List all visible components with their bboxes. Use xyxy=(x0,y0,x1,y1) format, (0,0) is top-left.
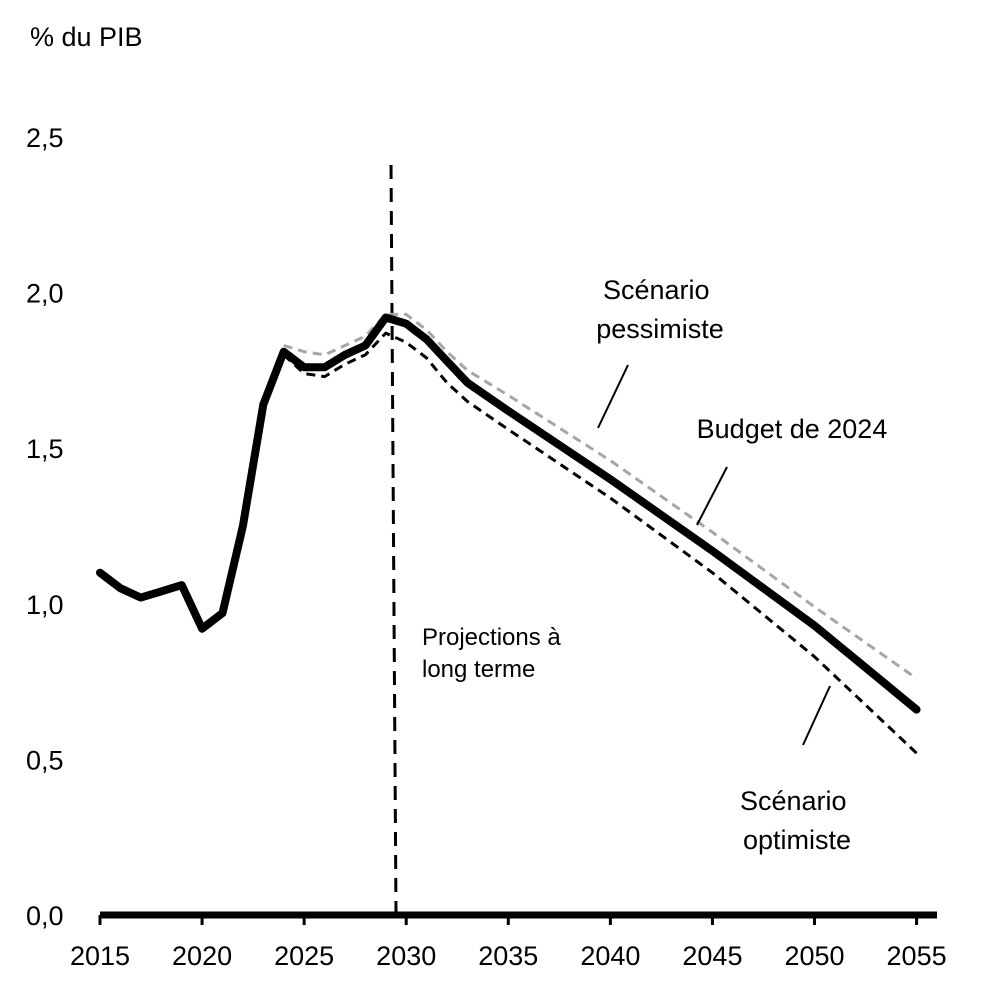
annotation-pessimiste-leader xyxy=(597,364,629,429)
x-tick-label: 2040 xyxy=(580,941,640,971)
projection-label-line-1: Projections à xyxy=(422,624,561,651)
annotation-pessimiste-line-2: pessimiste xyxy=(596,314,724,344)
x-tick-label: 2035 xyxy=(478,941,538,971)
x-tick-label: 2055 xyxy=(887,941,947,971)
series-line-0 xyxy=(96,313,921,714)
series-line-2 xyxy=(282,331,918,755)
annotation-budget-leader xyxy=(696,466,728,526)
annotation-pessimiste: Scénario pessimiste xyxy=(596,275,724,344)
y-tick-label: 2,0 xyxy=(26,279,64,309)
projection-label-line-2: long terme xyxy=(422,656,535,683)
series-line-1 xyxy=(283,312,918,680)
annotation-optimiste-line-2: optimiste xyxy=(743,825,851,855)
x-axis-ticks: 2015 2020 2025 2030 2035 2040 2045 2050 2055 xyxy=(70,915,947,971)
x-tick-label: 2030 xyxy=(376,941,436,971)
y-tick-label: 0,5 xyxy=(26,745,64,775)
y-tick-label: 1,5 xyxy=(26,434,64,464)
y-tick-label: 1,0 xyxy=(26,590,64,620)
projection-divider-line xyxy=(389,164,398,916)
annotation-optimiste: Scénario optimiste xyxy=(740,786,854,855)
y-tick-label: 0,0 xyxy=(26,901,64,931)
y-axis-ticks: 0,0 0,5 1,0 1,5 2,0 2,5 xyxy=(26,123,64,931)
annotation-budget-line-1: Budget de 2024 xyxy=(697,414,888,444)
annotation-budget: Budget de 2024 xyxy=(697,414,888,444)
x-tick-label: 2050 xyxy=(784,941,844,971)
y-axis-label: % du PIB xyxy=(30,22,143,52)
annotation-optimiste-line-1: Scénario xyxy=(740,786,847,816)
y-tick-label: 2,5 xyxy=(26,123,64,153)
series-layer xyxy=(96,312,921,755)
annotation-pessimiste-line-1: Scénario xyxy=(603,275,710,305)
x-tick-label: 2045 xyxy=(682,941,742,971)
x-tick-label: 2015 xyxy=(70,941,130,971)
x-tick-label: 2025 xyxy=(274,941,334,971)
x-tick-label: 2020 xyxy=(172,941,232,971)
projection-label: Projections à long terme xyxy=(422,624,567,683)
annotation-optimiste-leader xyxy=(802,685,831,746)
